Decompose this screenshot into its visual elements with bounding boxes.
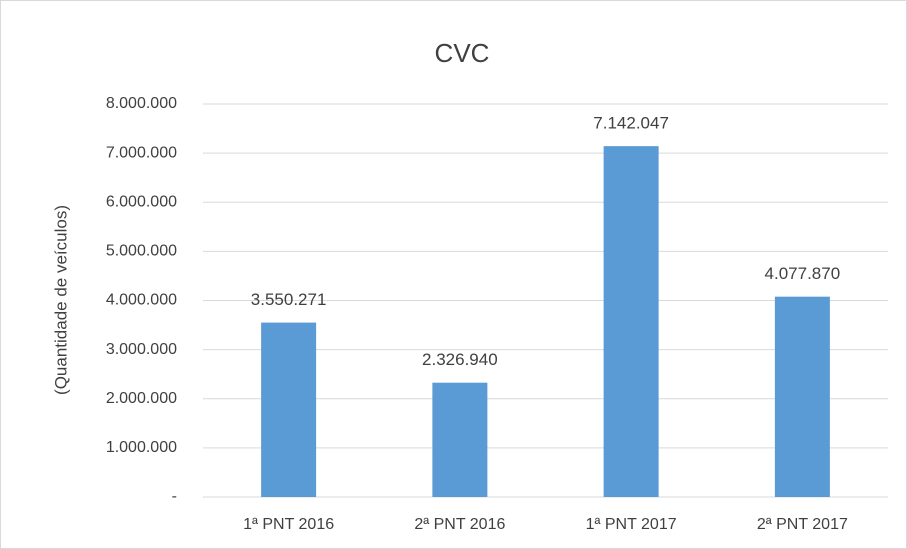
bar xyxy=(774,296,830,497)
y-tick-label: 4.000.000 xyxy=(106,292,177,309)
y-tick-label: 5.000.000 xyxy=(106,243,177,260)
data-label: 4.077.870 xyxy=(765,264,841,283)
data-label: 3.550.271 xyxy=(251,290,327,309)
chart-title: CVC xyxy=(435,38,490,68)
bar xyxy=(603,146,659,497)
x-tick-label: 1ª PNT 2016 xyxy=(243,516,334,533)
data-label: 7.142.047 xyxy=(593,114,669,133)
data-label: 2.326.940 xyxy=(422,350,498,369)
y-tick-label: 6.000.000 xyxy=(106,193,177,210)
x-tick-label: 2ª PNT 2016 xyxy=(414,516,505,533)
x-tick-label: 1ª PNT 2017 xyxy=(586,516,677,533)
bar xyxy=(432,382,488,497)
y-tick-label: 7.000.000 xyxy=(106,144,177,161)
y-tick-label: - xyxy=(172,488,177,505)
y-axis-label: (Quantidade de veículos) xyxy=(51,205,70,395)
y-tick-label: 1.000.000 xyxy=(106,439,177,456)
y-tick-label: 8.000.000 xyxy=(106,95,177,112)
x-tick-label: 2ª PNT 2017 xyxy=(757,516,848,533)
y-tick-label: 3.000.000 xyxy=(106,341,177,358)
bar xyxy=(261,322,317,497)
y-tick-label: 2.000.000 xyxy=(106,390,177,407)
